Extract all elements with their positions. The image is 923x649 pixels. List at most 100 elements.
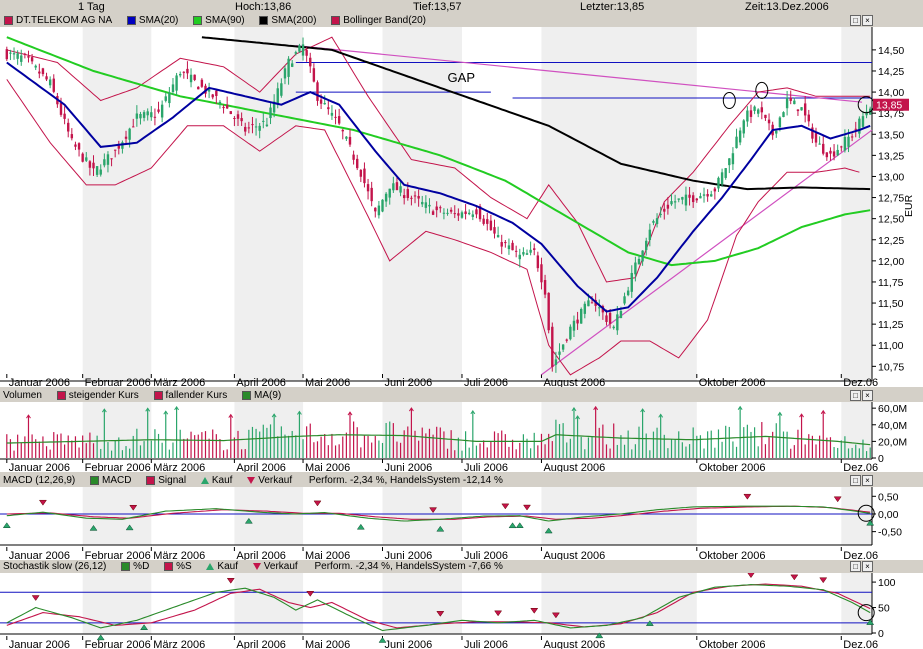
- volume-spike-marker: [658, 413, 664, 418]
- close-icon[interactable]: ×: [862, 15, 873, 26]
- candle-body: [327, 107, 330, 110]
- candle-body: [132, 126, 135, 128]
- legend-label: Perform. -2,34 %, HandelsSystem -7,66 %: [314, 561, 503, 572]
- candle-body: [294, 52, 298, 54]
- candle-body: [518, 254, 521, 260]
- month-label: Juli 2006: [464, 550, 508, 560]
- candle-body: [244, 126, 247, 132]
- volume-spike-marker: [820, 409, 826, 415]
- candle-body: [121, 142, 124, 149]
- candle-body: [337, 116, 341, 124]
- volume-spike-marker: [470, 410, 476, 415]
- candle-body: [742, 120, 745, 134]
- sell-marker: [523, 504, 531, 511]
- candle-body: [522, 252, 525, 255]
- buy-marker: [378, 637, 387, 643]
- candle-body: [38, 71, 41, 74]
- candle-body: [431, 211, 435, 215]
- buy-marker: [140, 624, 149, 630]
- buy-marker: [125, 524, 134, 531]
- volume-legend: Volumen steigender Kurs fallender Kurs M…: [0, 389, 923, 402]
- legend-label: MA(9): [254, 390, 282, 401]
- maximize-icon[interactable]: □: [850, 561, 861, 572]
- y-tick-label: 13,50: [878, 129, 904, 141]
- maximize-icon[interactable]: □: [850, 390, 861, 401]
- maximize-icon[interactable]: □: [850, 475, 861, 486]
- candle-body: [551, 326, 554, 368]
- legend-swatch: [242, 390, 252, 400]
- candle-body: [648, 229, 652, 240]
- candle-body: [460, 212, 464, 218]
- candle-body: [290, 63, 294, 67]
- month-band: [841, 487, 872, 545]
- sell-marker: [551, 612, 560, 619]
- candle-body: [193, 74, 196, 80]
- close-icon[interactable]: ×: [862, 561, 873, 572]
- candle-body: [496, 235, 500, 238]
- buy-marker: [96, 634, 105, 641]
- month-band: [382, 573, 462, 634]
- candle-body: [489, 220, 493, 230]
- month-band: [841, 573, 872, 634]
- close-icon[interactable]: ×: [862, 390, 873, 401]
- legend-label: SMA(200): [271, 15, 317, 26]
- candle-body: [572, 320, 576, 331]
- candle-body: [720, 172, 724, 185]
- maximize-icon[interactable]: □: [850, 15, 861, 26]
- candle-body: [514, 250, 518, 252]
- candle-body: [352, 154, 355, 160]
- candle-body: [630, 272, 633, 292]
- candle-body: [262, 120, 265, 122]
- candle-body: [645, 240, 648, 251]
- candle-body: [251, 124, 254, 126]
- candle-body: [171, 84, 175, 92]
- volume-spike-marker: [271, 413, 277, 418]
- close-icon[interactable]: ×: [862, 475, 873, 486]
- candle-body: [175, 75, 178, 91]
- sell-marker: [226, 577, 235, 584]
- y-tick-label: 13,00: [878, 171, 904, 183]
- volume-spike-marker: [737, 405, 743, 410]
- month-label: Februar 2006: [85, 550, 151, 560]
- candle-body: [269, 107, 272, 119]
- candle-body: [504, 242, 507, 244]
- interval-label[interactable]: 1 Tag: [78, 1, 105, 13]
- candle-body: [681, 197, 684, 200]
- high-value: Hoch:13,86: [235, 1, 292, 13]
- month-label: August 2006: [543, 550, 605, 560]
- candle-body: [724, 168, 727, 178]
- month-band: [234, 27, 304, 381]
- month-label: Oktober 2006: [699, 550, 766, 560]
- candle-body: [439, 207, 442, 209]
- candle-body: [836, 149, 839, 156]
- legend-label: %S: [176, 561, 192, 572]
- candle-body: [30, 57, 34, 62]
- candle-body: [356, 158, 359, 169]
- candle-body: [655, 218, 659, 225]
- month-label: Mai 2006: [305, 377, 350, 387]
- month-label: Juli 2006: [464, 377, 508, 387]
- time-value: Zeit:13.Dez.2006: [745, 1, 829, 13]
- price-chart: Januar 2006 Februar 2006 März 2006 April 20…: [0, 27, 915, 387]
- month-band: [234, 402, 304, 459]
- legend-label: Kauf: [211, 475, 233, 486]
- candle-body: [547, 292, 550, 331]
- month-label: Januar 2006: [9, 377, 70, 387]
- legend-swatch: [193, 15, 203, 25]
- candle-body: [803, 103, 807, 116]
- low-value: Tief:13,57: [413, 1, 462, 13]
- sell-marker: [31, 595, 40, 601]
- price-panel: DT.TELEKOM AG NA SMA(20) SMA(90) SMA(200…: [0, 14, 923, 387]
- indicator-line: [6, 505, 871, 522]
- legend-label: Perform. -2,34 %, HandelsSystem -12,14 %: [308, 475, 503, 486]
- candle-body: [150, 112, 153, 118]
- candle-body: [858, 118, 861, 134]
- month-label: Mai 2006: [305, 462, 350, 472]
- sell-marker: [819, 577, 828, 584]
- legend-label: Verkauf: [263, 561, 298, 572]
- candle-body: [558, 351, 561, 355]
- candle-body: [652, 221, 655, 223]
- y-tick-label: 12,25: [878, 235, 904, 247]
- candle-body: [807, 114, 810, 122]
- y-tick-label: 12,75: [878, 193, 904, 205]
